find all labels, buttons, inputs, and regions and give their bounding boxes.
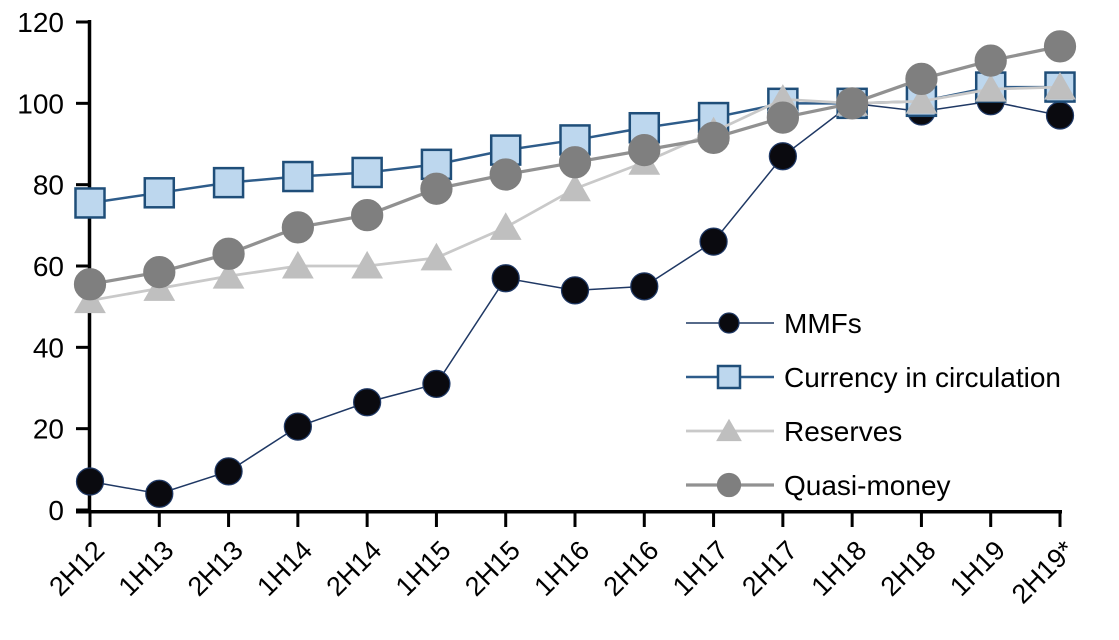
x-tick-label: 2H13: [182, 535, 249, 602]
marker-circle-mmfs: [422, 369, 451, 399]
y-tick-label: 120: [17, 7, 64, 38]
marker-circle-mmfs: [75, 467, 105, 496]
x-tick-label: 2H17: [736, 535, 803, 602]
x-tick-label: 2H14: [321, 535, 388, 602]
legend-label-mmfs: MMFs: [784, 308, 862, 339]
legend-label-quasi-money: Quasi-money: [784, 470, 951, 501]
marker-circle-quasi-money: [212, 237, 245, 270]
marker-triangle-reserves: [281, 250, 314, 279]
marker-circle-quasi-money: [1043, 30, 1077, 63]
marker-circle-mmfs: [768, 142, 797, 171]
marker-circle-quasi-money: [489, 158, 522, 191]
marker-circle-mmfs: [283, 412, 312, 441]
y-tick-label: 60: [33, 251, 64, 282]
marker-circle-mmfs: [145, 479, 174, 508]
marker-square-currency-in-circulation: [351, 156, 383, 189]
marker-circle-mmfs: [214, 457, 243, 486]
x-tick-label: 1H16: [528, 535, 595, 602]
x-tick-label: 1H14: [251, 535, 318, 602]
y-tick-label: 40: [33, 332, 64, 363]
x-tick-label: 1H13: [113, 535, 180, 602]
marker-circle-mmfs: [1045, 101, 1075, 130]
x-tick-label: 1H15: [390, 535, 457, 602]
marker-circle-quasi-money: [628, 133, 661, 167]
legend: MMFs Currency in circulation Reserves Quasi…: [686, 308, 1061, 501]
y-tick-label: 20: [33, 414, 64, 445]
legend-item-quasi-money: Quasi-money: [686, 470, 951, 501]
y-tick-label: 100: [17, 88, 64, 119]
marker-square-currency-in-circulation: [212, 166, 245, 199]
marker-triangle-reserves: [559, 173, 591, 202]
series-mmfs: [75, 87, 1075, 508]
legend-label-reserves: Reserves: [784, 416, 902, 447]
y-tick-label: 80: [33, 170, 64, 201]
marker-triangle-reserves: [489, 212, 522, 240]
marker-triangle-reserves: [905, 86, 938, 114]
marker-circle-quasi-money: [905, 62, 938, 96]
x-tick-label: 1H18: [806, 535, 873, 602]
marker-circle-mmfs: [491, 264, 520, 293]
marker-circle-quasi-money: [836, 87, 869, 120]
x-tick-label: 1H19: [944, 535, 1011, 602]
marker-triangle-reserves: [1044, 71, 1076, 100]
x-tick-label: 2H18: [875, 535, 942, 602]
marker-circle-quasi-money: [143, 255, 176, 289]
x-tick-label: 2H16: [598, 535, 665, 602]
series-quasi-money: [73, 30, 1077, 301]
marker-circle-mmfs: [560, 276, 590, 305]
marker-circle-mmfs: [353, 388, 382, 417]
marker-circle-quasi-money: [281, 211, 314, 244]
legend-marker-quasi-money-icon: [716, 472, 742, 498]
legend-item-mmfs: MMFs: [686, 308, 862, 339]
y-tick-label: 0: [48, 495, 64, 526]
x-tick-label: 2H12: [43, 535, 110, 602]
marker-circle-quasi-money: [420, 172, 453, 205]
marker-circle-quasi-money: [558, 146, 592, 179]
marker-triangle-reserves: [974, 73, 1007, 102]
marker-circle-quasi-money: [697, 121, 730, 155]
marker-circle-quasi-money: [974, 44, 1007, 77]
legend-item-currency-in-circulation: Currency in circulation: [686, 362, 1061, 393]
legend-label-currency-in-circulation: Currency in circulation: [784, 362, 1061, 393]
marker-circle-quasi-money: [73, 268, 107, 301]
marker-triangle-reserves: [351, 250, 384, 279]
x-tick-label: 2H19*: [1006, 535, 1081, 610]
x-tick-label: 2H15: [459, 535, 526, 602]
marker-circle-mmfs: [630, 272, 659, 301]
legend-marker-reserves-icon: [716, 418, 742, 442]
marker-square-currency-in-circulation: [143, 177, 176, 209]
legend-marker-mmfs-icon: [718, 312, 740, 334]
marker-square-currency-in-circulation: [74, 187, 106, 219]
legend-marker-currency-in-circulation-icon: [716, 364, 742, 390]
marker-circle-quasi-money: [766, 101, 799, 134]
marker-circle-mmfs: [699, 227, 728, 256]
legend-item-reserves: Reserves: [686, 416, 902, 447]
marker-triangle-reserves: [420, 242, 453, 271]
marker-square-currency-in-circulation: [282, 160, 314, 193]
x-tick-label: 1H17: [667, 535, 734, 602]
marker-triangle-reserves: [212, 261, 245, 289]
marker-circle-quasi-money: [351, 199, 384, 232]
